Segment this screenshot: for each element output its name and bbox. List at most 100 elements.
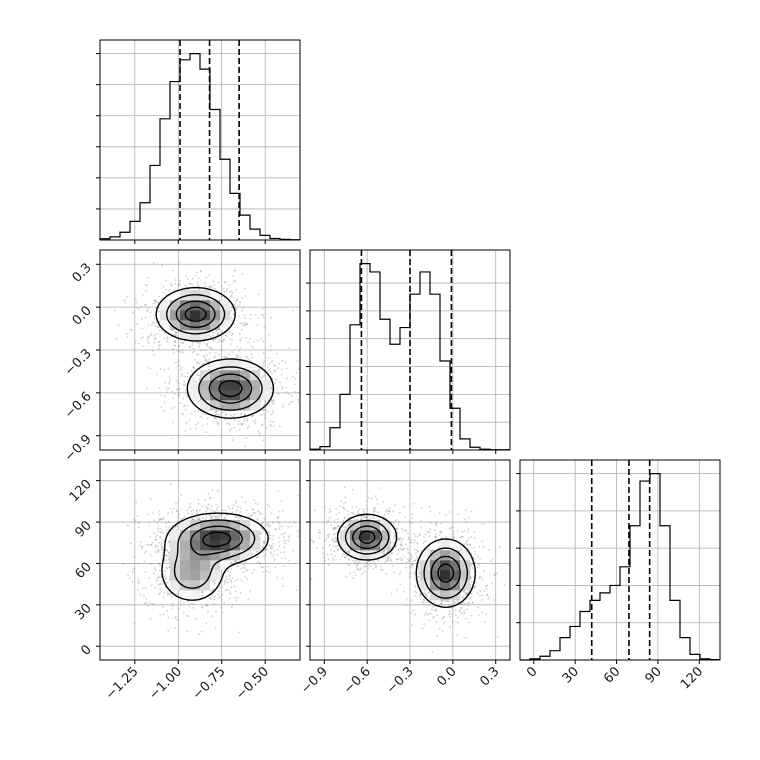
sample-point bbox=[153, 317, 156, 320]
sample-point bbox=[204, 359, 207, 362]
density-bin bbox=[200, 300, 211, 311]
sample-point bbox=[136, 515, 139, 518]
sample-point bbox=[160, 406, 163, 409]
sample-point bbox=[157, 301, 159, 304]
sample-point bbox=[174, 340, 176, 342]
sample-point bbox=[304, 396, 306, 398]
sample-point bbox=[167, 592, 170, 595]
sample-point bbox=[353, 513, 356, 516]
sample-point bbox=[157, 341, 160, 343]
sample-point bbox=[157, 326, 160, 329]
sample-point bbox=[215, 417, 218, 420]
sample-point bbox=[196, 512, 199, 515]
sample-point bbox=[433, 605, 436, 608]
sample-point bbox=[239, 511, 242, 513]
sample-point bbox=[347, 557, 350, 560]
sample-point bbox=[275, 378, 278, 381]
sample-point bbox=[207, 493, 210, 495]
sample-point bbox=[394, 545, 397, 548]
sample-point bbox=[355, 566, 358, 569]
sample-point bbox=[306, 547, 308, 549]
sample-point bbox=[220, 349, 222, 352]
sample-point bbox=[287, 536, 290, 539]
sample-point bbox=[356, 564, 359, 566]
sample-point bbox=[396, 558, 399, 561]
sample-point bbox=[231, 511, 234, 514]
sample-point bbox=[145, 597, 148, 600]
sample-point bbox=[453, 536, 455, 538]
sample-point bbox=[178, 282, 181, 285]
sample-point bbox=[297, 531, 300, 534]
sample-point bbox=[168, 376, 171, 379]
sample-point bbox=[244, 561, 247, 563]
sample-point bbox=[219, 413, 221, 415]
sample-point bbox=[115, 337, 118, 340]
sample-point bbox=[272, 412, 275, 415]
sample-point bbox=[318, 537, 321, 539]
sample-point bbox=[227, 578, 230, 581]
sample-point bbox=[363, 565, 366, 568]
sample-point bbox=[391, 545, 394, 548]
sample-point bbox=[430, 608, 433, 611]
sample-point bbox=[185, 394, 188, 397]
sample-point bbox=[152, 261, 155, 264]
sample-point bbox=[288, 347, 291, 350]
sample-point bbox=[145, 289, 148, 292]
density-bin bbox=[220, 540, 231, 551]
sample-point bbox=[272, 553, 275, 556]
density-bin bbox=[170, 580, 181, 591]
sample-point bbox=[238, 350, 240, 352]
sample-point bbox=[224, 517, 227, 520]
sample-point bbox=[388, 510, 391, 513]
sample-point bbox=[256, 550, 259, 553]
density-bin bbox=[200, 330, 211, 341]
sample-point bbox=[241, 337, 243, 340]
density-bin bbox=[200, 290, 211, 301]
sample-point bbox=[239, 339, 242, 342]
sample-point bbox=[219, 340, 222, 343]
sample-point bbox=[178, 523, 181, 526]
sample-point bbox=[332, 533, 335, 536]
sample-point bbox=[262, 551, 265, 554]
sample-point bbox=[262, 340, 265, 343]
sample-point bbox=[178, 387, 180, 390]
sample-point bbox=[233, 270, 236, 272]
sample-point bbox=[211, 348, 214, 351]
sample-point bbox=[192, 607, 195, 609]
sample-point bbox=[204, 505, 207, 508]
sample-point bbox=[201, 606, 204, 608]
sample-point bbox=[149, 367, 152, 370]
sample-point bbox=[233, 419, 236, 422]
sample-point bbox=[244, 576, 247, 578]
sample-point bbox=[140, 546, 143, 548]
sample-point bbox=[464, 637, 467, 640]
sample-point bbox=[161, 530, 164, 533]
sample-point bbox=[189, 428, 192, 430]
sample-point bbox=[348, 550, 350, 553]
sample-point bbox=[217, 414, 219, 417]
sample-point bbox=[267, 357, 270, 360]
sample-point bbox=[239, 347, 242, 350]
sample-point bbox=[157, 530, 160, 533]
sample-point bbox=[228, 423, 231, 426]
sample-point bbox=[217, 423, 220, 426]
sample-point bbox=[155, 546, 158, 549]
sample-point bbox=[219, 417, 222, 420]
sample-point bbox=[163, 409, 166, 412]
sample-point bbox=[209, 496, 212, 499]
sample-point bbox=[470, 564, 473, 566]
sample-point bbox=[162, 546, 164, 549]
panel-frame bbox=[99, 39, 301, 241]
sample-point bbox=[245, 437, 248, 440]
sample-point bbox=[155, 580, 158, 582]
sample-point bbox=[342, 519, 345, 522]
sample-point bbox=[440, 522, 442, 525]
contour-line bbox=[175, 300, 253, 404]
density-bin bbox=[210, 560, 221, 571]
sample-point bbox=[452, 526, 455, 529]
sample-point bbox=[197, 422, 199, 425]
sample-point bbox=[268, 530, 271, 533]
sample-point bbox=[226, 287, 228, 290]
sample-point bbox=[132, 518, 135, 521]
sample-point bbox=[139, 541, 142, 543]
